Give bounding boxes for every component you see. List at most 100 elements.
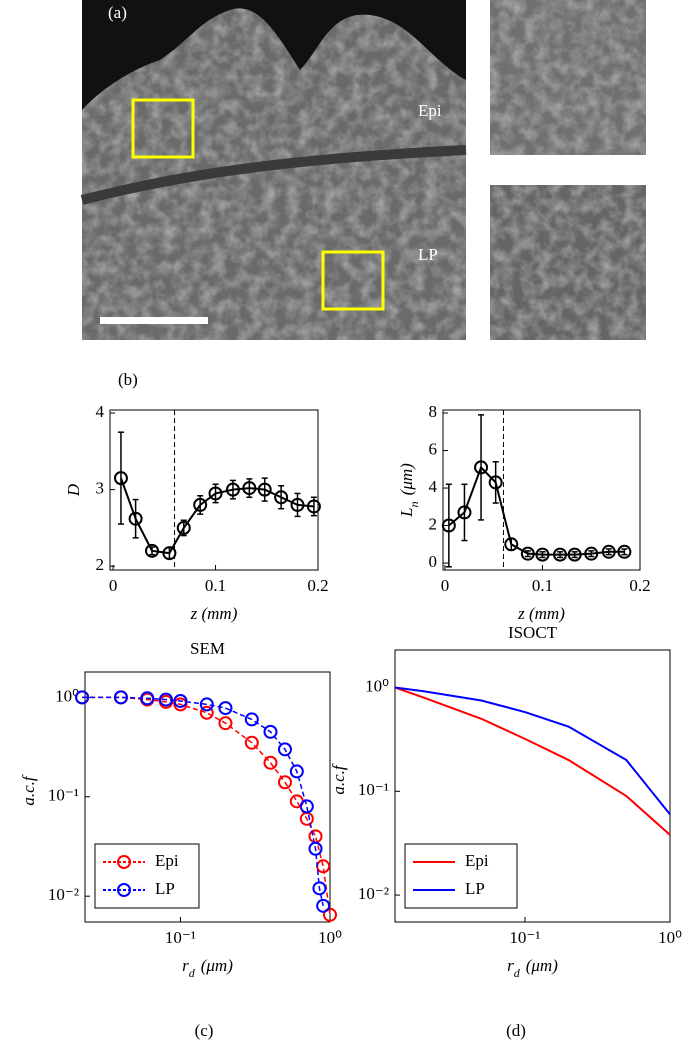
- error-bar: [539, 551, 546, 559]
- data-point: [316, 898, 331, 913]
- data-point: [520, 546, 535, 561]
- data-point: [225, 482, 240, 497]
- legend-label: LP: [465, 879, 485, 898]
- error-bar: [261, 477, 268, 502]
- data-point: [323, 907, 337, 922]
- legend-box: [94, 843, 200, 909]
- error-bar: [588, 550, 595, 558]
- data-point: [145, 543, 160, 558]
- series-line: [394, 686, 671, 815]
- panel-label: (b): [118, 370, 138, 389]
- x-axis-label-part: (μm): [526, 956, 558, 975]
- data-point: [158, 692, 173, 707]
- y-axis-label-part: D: [64, 483, 83, 497]
- y-axis-label-part: a.c.f: [329, 763, 348, 795]
- data-point: [567, 547, 582, 562]
- series-line: [394, 686, 671, 836]
- y-axis-label-part: L: [397, 507, 416, 517]
- x-axis-label-part: r: [182, 956, 189, 975]
- data-point: [289, 764, 304, 779]
- y-tick-label: 4: [96, 402, 105, 421]
- data-point: [140, 691, 155, 706]
- data-point: [488, 475, 503, 490]
- data-point: [306, 499, 321, 514]
- error-bar: [605, 548, 612, 556]
- x-tick-label: 0.1: [532, 576, 553, 595]
- data-point: [176, 520, 191, 535]
- legend-box: [404, 843, 518, 909]
- x-tick-label: 0: [109, 576, 118, 595]
- y-tick-label: 0: [429, 552, 438, 571]
- y-axis-label: a.c.f: [19, 774, 38, 806]
- error-bar: [278, 485, 285, 510]
- x-axis-label-part: z (mm): [190, 604, 238, 623]
- data-point: [504, 537, 519, 552]
- error-bar: [557, 551, 564, 559]
- error-bar: [294, 492, 301, 518]
- error-bar: [149, 546, 156, 556]
- x-tick-label: 10⁰: [318, 928, 342, 947]
- x-axis-label: rd (μm): [182, 956, 233, 980]
- legend-label: Epi: [465, 851, 489, 870]
- data-point: [173, 693, 188, 708]
- series-line: [120, 477, 314, 555]
- data-point: [113, 690, 128, 705]
- error-bar: [571, 551, 578, 559]
- y-tick-label: 10⁻²: [48, 885, 79, 904]
- y-axis-label-part: (μm): [397, 463, 416, 495]
- x-axis-label-part: r: [507, 956, 514, 975]
- x-axis-label-part: (μm): [201, 956, 233, 975]
- error-bar: [461, 483, 468, 542]
- data-point: [199, 705, 214, 720]
- error-bar: [132, 498, 139, 539]
- data-point: [113, 471, 128, 486]
- data-point: [584, 546, 599, 561]
- error-bar: [524, 550, 531, 558]
- data-point: [308, 841, 323, 856]
- y-axis-label: a.c.f: [329, 763, 348, 795]
- data-point: [244, 712, 259, 727]
- data-point: [617, 544, 632, 559]
- data-point: [128, 511, 143, 526]
- legend-marker: [117, 855, 131, 869]
- data-point: [218, 716, 233, 731]
- plot-frame: [109, 409, 319, 571]
- panel-label: (c): [195, 1021, 214, 1040]
- x-axis-label-part: d: [189, 966, 196, 980]
- chart-title: SEM: [190, 639, 225, 658]
- y-tick-label: 10⁰: [55, 686, 79, 705]
- error-bar: [508, 537, 515, 551]
- series-line: [82, 696, 331, 915]
- y-tick-label: 2: [429, 514, 438, 533]
- plot-frame: [442, 409, 641, 571]
- data-point: [553, 547, 568, 562]
- data-point: [244, 735, 259, 750]
- y-tick-label: 6: [429, 439, 438, 458]
- plot-frame: [394, 649, 671, 923]
- x-axis-label-part: z (mm): [517, 604, 565, 623]
- sem-image: [80, 0, 646, 340]
- data-point: [263, 724, 278, 739]
- data-point: [75, 690, 90, 705]
- y-tick-label: 10⁻¹: [358, 780, 389, 799]
- chart-title: ISOCT: [508, 623, 558, 642]
- error-bar: [117, 431, 124, 525]
- error-bar: [492, 461, 499, 504]
- y-tick-label: 4: [429, 477, 438, 496]
- data-point: [457, 505, 472, 520]
- x-axis-label-part: d: [514, 966, 521, 980]
- x-tick-label: 0.1: [205, 576, 226, 595]
- error-bar: [621, 548, 628, 556]
- data-point: [290, 497, 305, 512]
- x-tick-label: 0.2: [629, 576, 650, 595]
- y-axis-label: D: [64, 483, 83, 497]
- x-axis-label: z (mm): [190, 604, 238, 623]
- series-line: [82, 696, 324, 906]
- data-point: [299, 799, 314, 814]
- data-point: [208, 486, 223, 501]
- y-axis-label: Ln (μm): [397, 463, 421, 518]
- x-tick-label: 10⁰: [658, 928, 682, 947]
- y-axis-label-part: n: [407, 501, 421, 507]
- x-tick-label: 0: [441, 576, 450, 595]
